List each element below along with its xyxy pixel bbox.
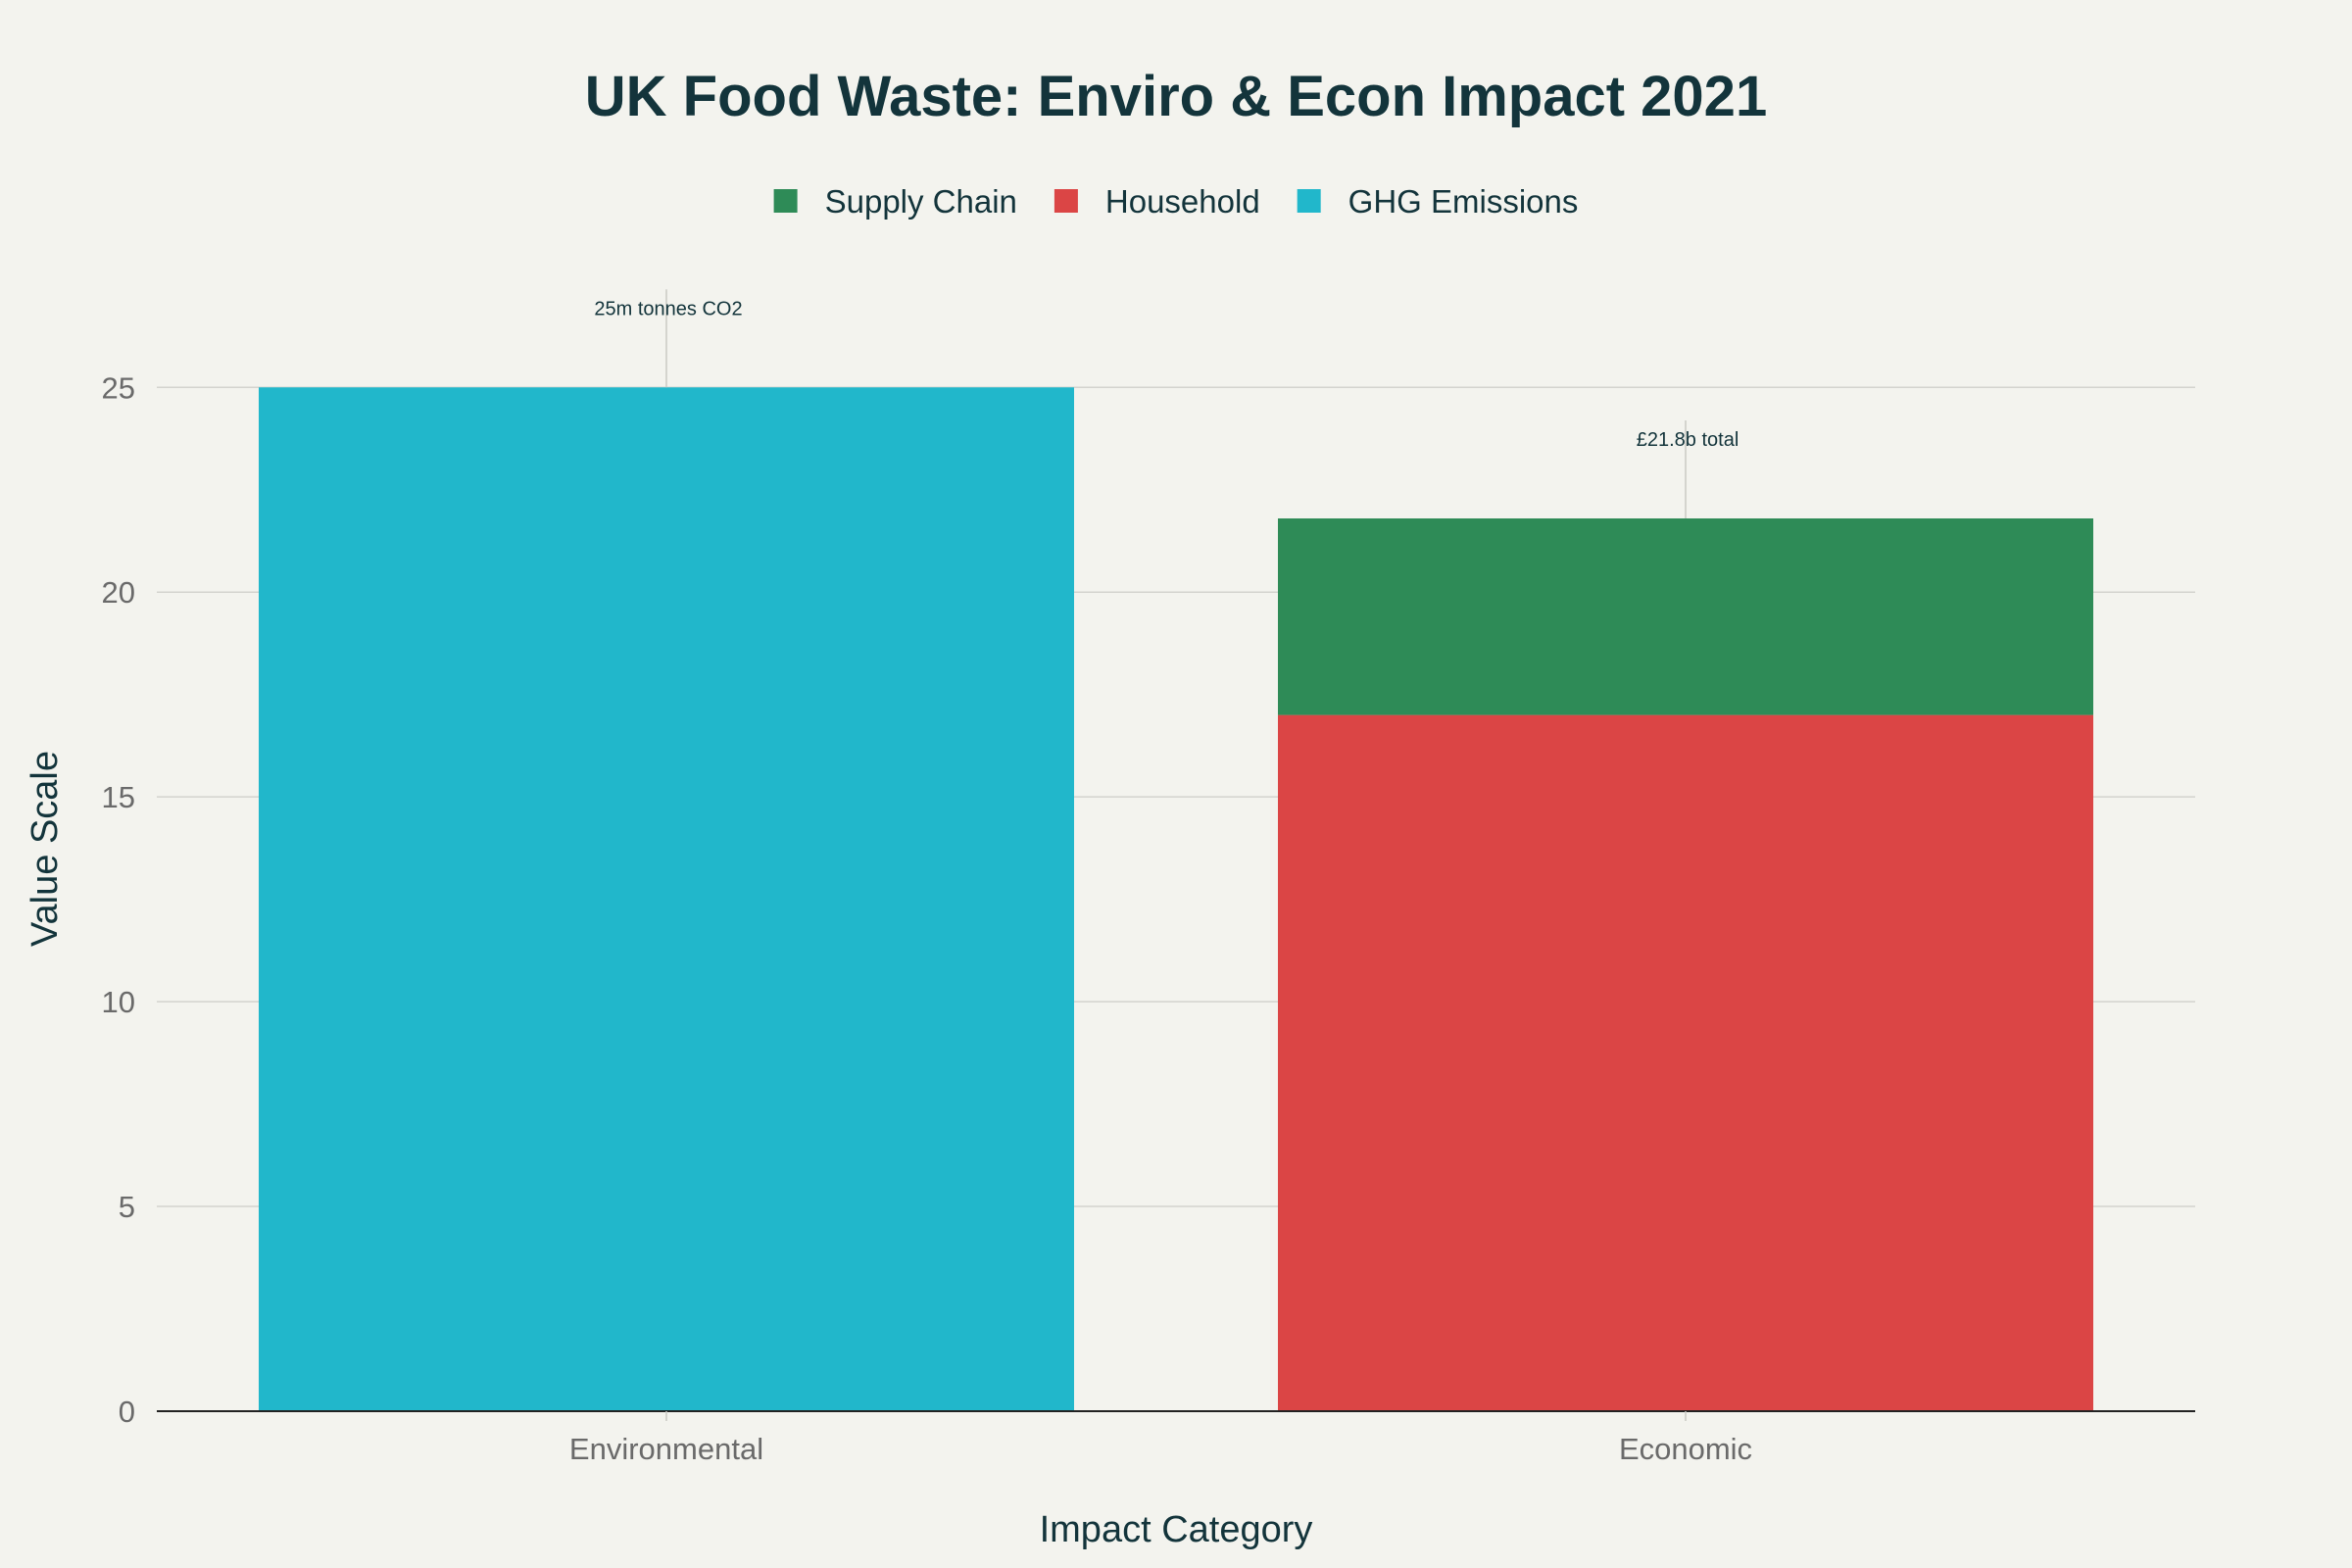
legend-item-supply-chain[interactable]: Supply Chain: [773, 183, 1017, 220]
y-tick-label-25: 25: [102, 370, 135, 405]
y-tick-label-5: 5: [119, 1190, 135, 1224]
legend-item-household[interactable]: Household: [1054, 183, 1260, 220]
legend-swatch-household: [1054, 189, 1078, 213]
x-tick-label-economic: Economic: [1619, 1432, 1752, 1466]
y-tick-label-0: 0: [119, 1395, 135, 1429]
bar-economic-household[interactable]: [1278, 714, 2093, 1411]
y-tick-label-10: 10: [102, 985, 135, 1019]
bar-environmental-ghg-emissions[interactable]: [259, 387, 1074, 1411]
legend-swatch-ghg-emissions: [1297, 189, 1321, 213]
annotation-label-environmental: 25m tonnes CO2: [594, 298, 742, 319]
bars: [259, 387, 2093, 1411]
legend-swatch-supply-chain: [773, 189, 798, 213]
legend-label-ghg-emissions: GHG Emissions: [1348, 183, 1579, 220]
annotation-label-economic: £21.8b total: [1637, 429, 1740, 451]
y-tick-label-20: 20: [102, 575, 135, 610]
x-tick-label-environmental: Environmental: [569, 1432, 763, 1466]
legend: Supply Chain Household GHG Emissions: [773, 183, 1579, 220]
axes: 0 5 10 15 20 25 Environmental Economic: [102, 370, 2195, 1466]
chart-title: UK Food Waste: Enviro & Econ Impact 2021: [585, 65, 1767, 128]
legend-label-supply-chain: Supply Chain: [825, 183, 1017, 220]
legend-label-household: Household: [1105, 183, 1260, 220]
x-axis-title: Impact Category: [1040, 1509, 1313, 1550]
legend-item-ghg-emissions[interactable]: GHG Emissions: [1297, 183, 1579, 220]
annotations: 25m tonnes CO2 £21.8b total: [594, 289, 1740, 519]
bar-economic-supply-chain[interactable]: [1278, 518, 2093, 715]
y-tick-label-15: 15: [102, 780, 135, 814]
y-axis-title: Value Scale: [24, 751, 66, 947]
